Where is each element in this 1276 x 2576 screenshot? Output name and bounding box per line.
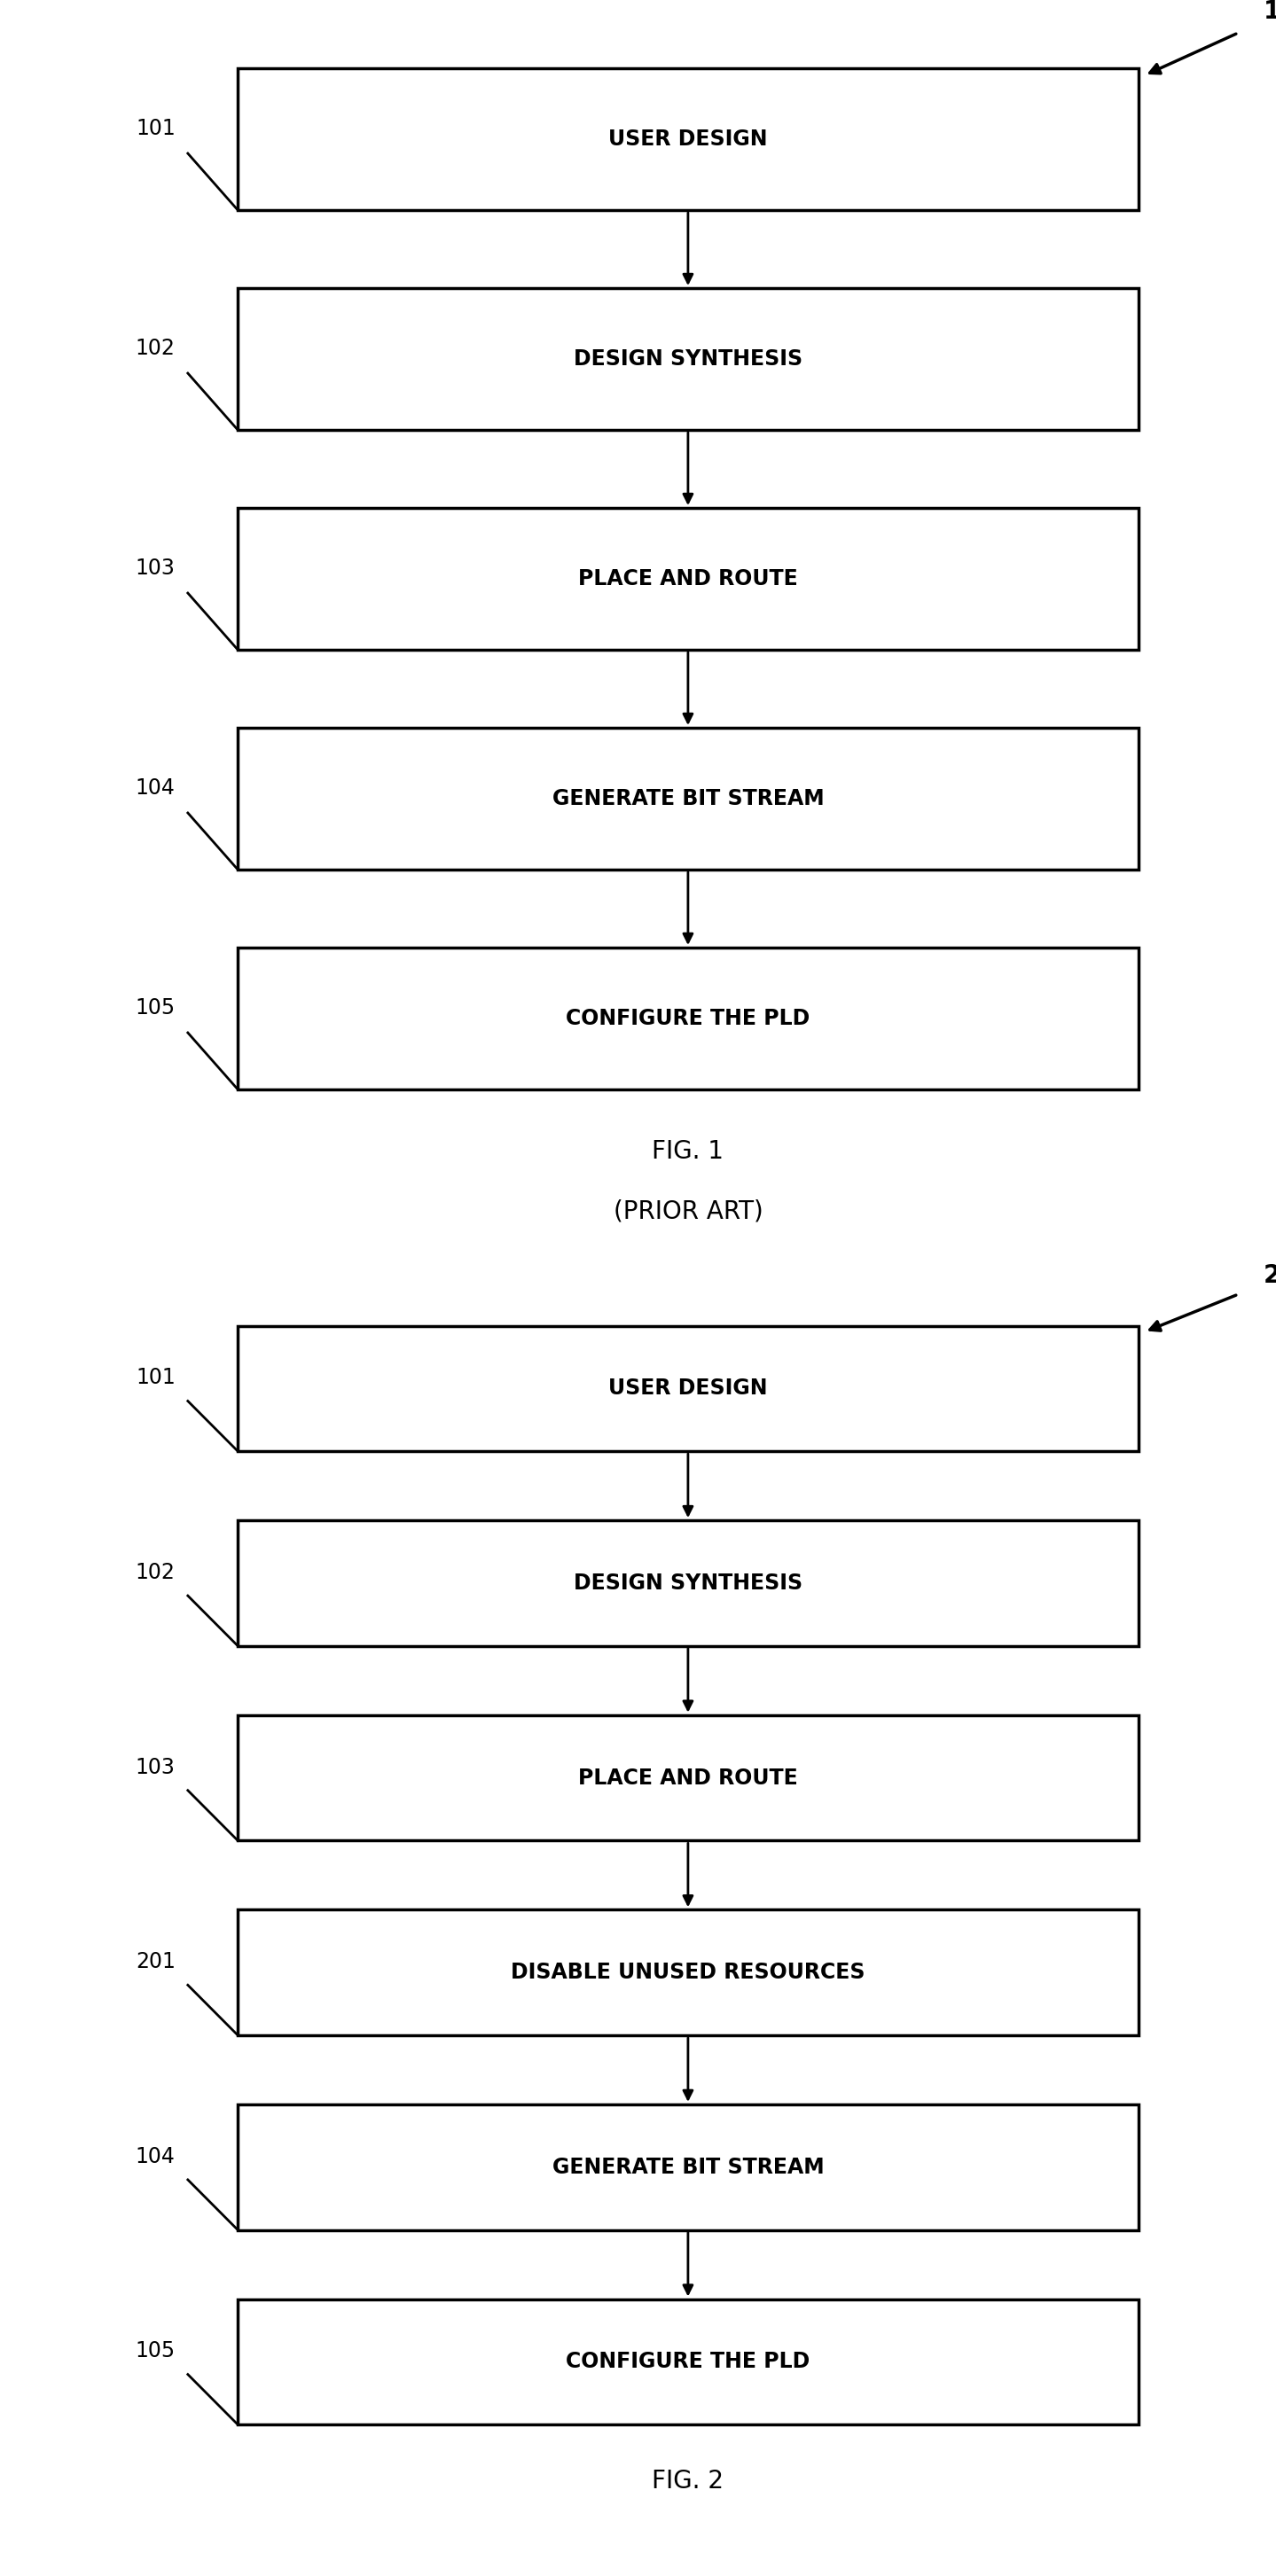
Text: 104: 104 bbox=[135, 2146, 175, 2166]
Bar bbox=[237, 70, 1138, 211]
Text: 105: 105 bbox=[135, 997, 175, 1018]
Text: 201: 201 bbox=[135, 1950, 175, 1973]
Text: USER DESIGN: USER DESIGN bbox=[609, 129, 768, 149]
Text: 103: 103 bbox=[135, 556, 175, 580]
Text: PLACE AND ROUTE: PLACE AND ROUTE bbox=[578, 569, 798, 590]
Text: GENERATE BIT STREAM: GENERATE BIT STREAM bbox=[553, 788, 824, 809]
Bar bbox=[237, 2298, 1138, 2424]
Bar bbox=[237, 2105, 1138, 2231]
Text: PLACE AND ROUTE: PLACE AND ROUTE bbox=[578, 1767, 798, 1788]
Bar bbox=[237, 948, 1138, 1090]
Bar bbox=[237, 289, 1138, 430]
Text: DESIGN SYNTHESIS: DESIGN SYNTHESIS bbox=[574, 348, 803, 371]
Text: FIG. 1: FIG. 1 bbox=[652, 1139, 723, 1164]
Text: CONFIGURE THE PLD: CONFIGURE THE PLD bbox=[567, 1007, 810, 1030]
Text: 200: 200 bbox=[1263, 1262, 1276, 1288]
Text: (PRIOR ART): (PRIOR ART) bbox=[614, 1198, 763, 1224]
Text: FIG. 2: FIG. 2 bbox=[652, 2468, 723, 2494]
Text: 103: 103 bbox=[135, 1757, 175, 1777]
Text: 100: 100 bbox=[1263, 0, 1276, 23]
Text: 102: 102 bbox=[135, 1561, 175, 1584]
Text: USER DESIGN: USER DESIGN bbox=[609, 1378, 768, 1399]
Text: CONFIGURE THE PLD: CONFIGURE THE PLD bbox=[567, 2352, 810, 2372]
Text: DISABLE UNUSED RESOURCES: DISABLE UNUSED RESOURCES bbox=[510, 1963, 865, 1984]
Bar bbox=[237, 507, 1138, 649]
Bar bbox=[237, 1520, 1138, 1646]
Text: 101: 101 bbox=[135, 1368, 175, 1388]
Bar bbox=[237, 1716, 1138, 1842]
Text: DESIGN SYNTHESIS: DESIGN SYNTHESIS bbox=[574, 1571, 803, 1595]
Bar bbox=[237, 729, 1138, 871]
Text: GENERATE BIT STREAM: GENERATE BIT STREAM bbox=[553, 2156, 824, 2177]
Text: 104: 104 bbox=[135, 778, 175, 799]
Bar bbox=[237, 1909, 1138, 2035]
Bar bbox=[237, 1327, 1138, 1450]
Text: 102: 102 bbox=[135, 337, 175, 358]
Text: 105: 105 bbox=[135, 2342, 175, 2362]
Text: 101: 101 bbox=[135, 118, 175, 139]
